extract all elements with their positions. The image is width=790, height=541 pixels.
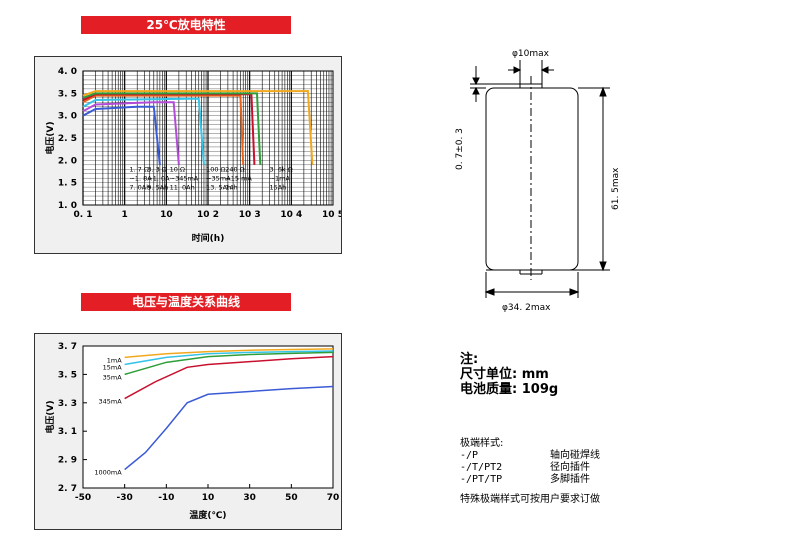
temperature-chart: -50 -30 -10 10 30 50 70 2. 7 2. 9 3. 1 3. 3 3. 5 3. … (44, 342, 340, 521)
x-tick-label: 30 (243, 493, 256, 503)
y-tick-label: 1. 0 (58, 201, 77, 211)
discharge-curve (82, 94, 245, 165)
tab-height-label: 0. 7±0. 3 (455, 128, 465, 170)
discharge-label-line: 11. 0Ah (170, 184, 195, 192)
y-tick-label: 2. 7 (58, 484, 77, 494)
temperature-curve (124, 350, 334, 366)
x-tick-label: 50 (285, 493, 298, 503)
x-tick-label: 1 (122, 210, 128, 220)
discharge-label: 3. 3 Ω~1. 0A9. 5Ah (147, 166, 170, 192)
discharge-label-line: 7. 0Ah (129, 184, 150, 192)
y-tick-label: 3. 7 (58, 342, 77, 352)
discharge-label-line: ~35mA (206, 175, 231, 183)
discharge-label-line: 3. 6k Ω (270, 166, 293, 174)
discharge-label-line: 15Ah (270, 184, 287, 192)
mass-note: 电池质量: 109g (460, 382, 559, 397)
x-tick-label: 70 (327, 493, 340, 503)
discharge-label-line: 1. 7 Ω (129, 166, 148, 174)
discharge-label-line: 13. 5Ah (206, 184, 231, 192)
terminal-row: -/PT/TP 多脚插件 (460, 474, 590, 485)
top-diameter-label: φ10max (512, 49, 550, 59)
discharge-label-line: ~345mA (170, 175, 199, 183)
x-tick-label: -10 (158, 493, 174, 503)
unit-note: 尺寸单位: mm (460, 367, 549, 382)
terminal-row: -/P 轴向碰焊线 (460, 450, 600, 461)
x-axis-label: 温度(℃) (189, 509, 226, 521)
spec-notes: 注: 尺寸单位: mm 电池质量: 109g (460, 352, 558, 397)
terminal-row: -/T/PT2 径向插件 (460, 462, 590, 473)
y-tick-label: 3. 1 (58, 427, 77, 437)
x-tick-label: 0. 1 (73, 210, 92, 220)
terminal-styles: 极端样式: -/P 轴向碰焊线 -/T/PT2 径向插件 -/PT/TP 多脚插… (460, 438, 600, 506)
plot-area (82, 345, 334, 489)
series-label: 1mA (107, 356, 122, 364)
x-tick-label: 10 3 (239, 210, 261, 220)
discharge-label-line: ~1. 8A (129, 175, 152, 183)
x-tick-label: 10 4 (280, 210, 302, 220)
discharge-label-line: ~1mA (270, 175, 291, 183)
series-label: 345mA (98, 398, 122, 406)
temperature-curve (124, 355, 334, 400)
y-axis-label: 电压(V) (44, 400, 56, 433)
x-tick-label: 10 5 (322, 210, 341, 220)
battery-drawing: φ10max 0. 7±0. 3 61. 5max φ34. 2max (455, 49, 621, 313)
y-axis-label: 电压(V) (44, 121, 56, 154)
y-tick-label: 2. 5 (58, 134, 77, 144)
temperature-chart-panel: -50 -30 -10 10 30 50 70 2. 7 2. 9 3. 1 3. 3 3. 5 3. … (34, 333, 342, 530)
y-tick-label: 3. 0 (58, 112, 77, 122)
notes-title: 注: (460, 352, 479, 367)
temperature-curve (124, 348, 334, 359)
terminal-title: 极端样式: (460, 438, 504, 449)
discharge-chart: 1. 0 1. 5 2. 0 2. 5 3. 0 3. 5 4. 0 0. 1 1 10 10 2 1… (44, 67, 344, 244)
discharge-curve (82, 90, 314, 165)
discharge-label: 1. 7 Ω~1. 8A7. 0Ah (129, 166, 152, 192)
y-tick-label: 2. 0 (58, 156, 77, 166)
discharge-chart-title: 25℃放电特性 (81, 16, 291, 34)
x-tick-label: 10 2 (197, 210, 219, 220)
discharge-curve (82, 92, 262, 165)
discharge-curve (82, 97, 205, 165)
discharge-label-line: 100 Ω (206, 166, 225, 174)
y-tick-label: 1. 5 (58, 179, 77, 189)
temperature-chart-title: 电压与温度关系曲线 (81, 293, 291, 311)
y-tick-label: 4. 0 (58, 67, 77, 77)
y-tick-label: 3. 5 (58, 370, 77, 380)
discharge-curve (82, 101, 180, 165)
temperature-curve (124, 351, 334, 376)
temperature-curve (124, 385, 334, 471)
x-tick-label: -30 (117, 493, 133, 503)
y-tick-label: 3. 3 (58, 399, 77, 409)
y-tick-label: 2. 9 (58, 456, 77, 466)
discharge-label-line: ~15 mA (225, 175, 252, 183)
x-tick-label: 10 (160, 210, 173, 220)
height-label: 61. 5max (611, 167, 621, 210)
x-tick-label: 10 (202, 493, 215, 503)
y-tick-label: 3. 5 (58, 89, 77, 99)
body-diameter-label: φ34. 2max (502, 303, 551, 313)
series-label: 15mA (103, 363, 123, 371)
series-label: 1000mA (94, 469, 122, 477)
series-label: 35mA (103, 373, 123, 381)
discharge-label-line: 3. 3 Ω (147, 166, 166, 174)
discharge-label-line: 9. 5Ah (147, 184, 168, 192)
discharge-chart-panel: 1. 0 1. 5 2. 0 2. 5 3. 0 3. 5 4. 0 0. 1 1 10 10 2 1… (34, 56, 344, 254)
discharge-label-line: 240 Ω (225, 166, 244, 174)
discharge-label-line: 10 Ω (170, 166, 185, 174)
special-note: 特殊极端样式可按用户要求订做 (460, 494, 600, 505)
x-axis-label: 时间(h) (192, 232, 225, 244)
x-tick-label: -50 (75, 493, 91, 503)
discharge-label-line: 14h (225, 184, 237, 192)
discharge-curve (82, 105, 161, 165)
discharge-label-line: ~1. 0A (147, 175, 170, 183)
